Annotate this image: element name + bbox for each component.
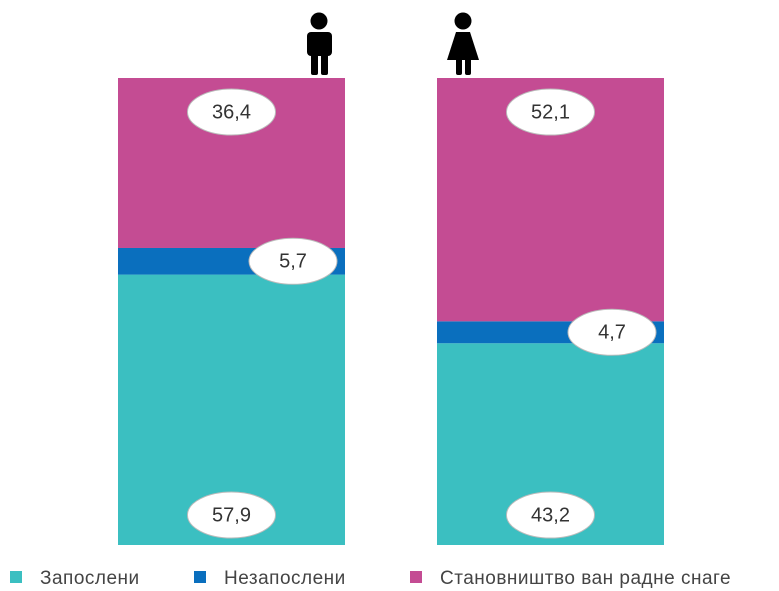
legend-swatch bbox=[410, 571, 422, 583]
legend-label: Незапослени bbox=[224, 568, 346, 589]
legend-swatch bbox=[194, 571, 206, 583]
data-label: 4,7 bbox=[598, 322, 626, 344]
data-label: 43,2 bbox=[531, 504, 570, 526]
data-label: 52,1 bbox=[531, 101, 570, 123]
legend-swatch bbox=[10, 571, 22, 583]
label-bubble bbox=[187, 88, 276, 136]
data-label: 5,7 bbox=[279, 251, 307, 273]
label-bubble bbox=[567, 308, 657, 356]
data-label: 57,9 bbox=[212, 504, 251, 526]
female-icon bbox=[447, 12, 479, 75]
label-bubble bbox=[248, 237, 338, 285]
label-bubble bbox=[506, 88, 595, 136]
legend-label: Становништво ван радне снаге bbox=[440, 568, 731, 589]
legend-label: Запослени bbox=[40, 568, 140, 589]
label-bubble bbox=[506, 491, 595, 539]
label-bubble bbox=[187, 491, 276, 539]
data-label: 36,4 bbox=[212, 101, 251, 123]
male-icon bbox=[307, 12, 332, 75]
